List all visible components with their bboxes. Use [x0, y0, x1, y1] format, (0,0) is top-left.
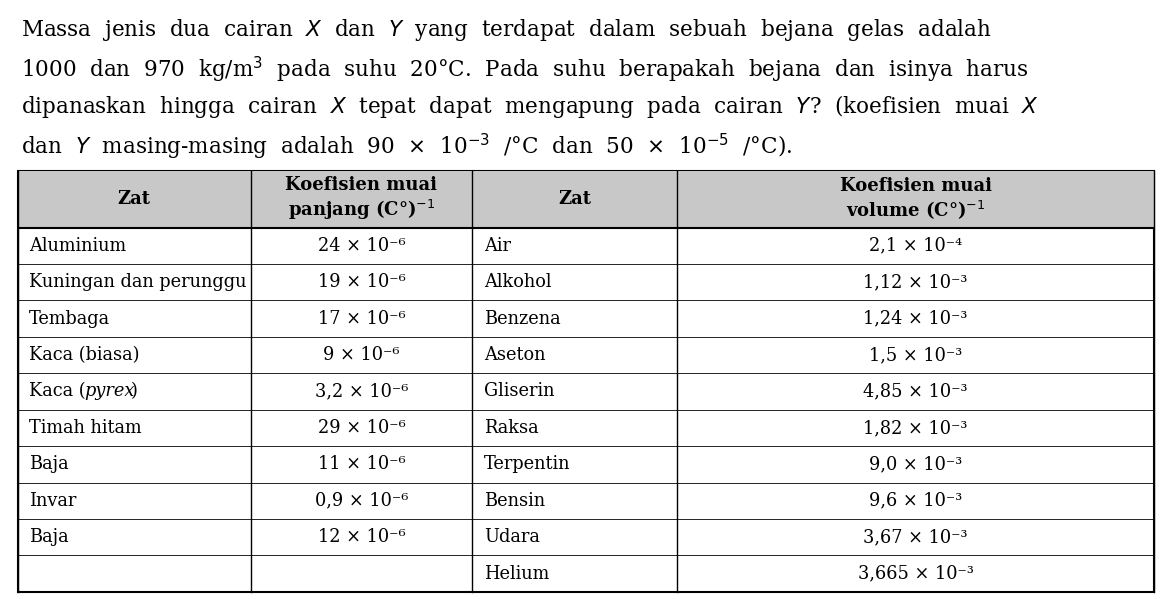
Text: 3,67 × 10⁻³: 3,67 × 10⁻³: [864, 528, 968, 546]
Text: Terpentin: Terpentin: [484, 455, 571, 473]
Text: 11 × 10⁻⁶: 11 × 10⁻⁶: [318, 455, 406, 473]
Text: Bensin: Bensin: [484, 492, 545, 510]
Text: 1000  dan  970  kg/m$^3$  pada  suhu  20°C.  Pada  suhu  berapakah  bejana  dan : 1000 dan 970 kg/m$^3$ pada suhu 20°C. Pa…: [21, 55, 1029, 85]
Text: 29 × 10⁻⁶: 29 × 10⁻⁶: [318, 419, 406, 437]
Text: 1,82 × 10⁻³: 1,82 × 10⁻³: [864, 419, 968, 437]
Text: 2,1 × 10⁻⁴: 2,1 × 10⁻⁴: [870, 237, 962, 255]
Text: Aseton: Aseton: [484, 346, 545, 364]
Text: Baja: Baja: [29, 528, 69, 546]
Text: 24 × 10⁻⁶: 24 × 10⁻⁶: [318, 237, 406, 255]
Bar: [18, 171, 251, 228]
Text: Invar: Invar: [29, 492, 76, 510]
Text: Kaca (biasa): Kaca (biasa): [29, 346, 139, 364]
Text: Raksa: Raksa: [484, 419, 538, 437]
Text: Helium: Helium: [484, 565, 548, 583]
Text: Udara: Udara: [484, 528, 539, 546]
Bar: [251, 171, 472, 228]
Text: Air: Air: [484, 237, 511, 255]
Text: Zat: Zat: [558, 190, 591, 208]
Text: pyrex: pyrex: [84, 383, 135, 401]
Text: Baja: Baja: [29, 455, 69, 473]
Text: 9,6 × 10⁻³: 9,6 × 10⁻³: [870, 492, 962, 510]
Text: Kaca (: Kaca (: [29, 383, 86, 401]
Text: 9 × 10⁻⁶: 9 × 10⁻⁶: [323, 346, 400, 364]
Text: 12 × 10⁻⁶: 12 × 10⁻⁶: [318, 528, 406, 546]
Text: 3,2 × 10⁻⁶: 3,2 × 10⁻⁶: [315, 383, 408, 401]
Text: Aluminium: Aluminium: [29, 237, 127, 255]
Text: Koefisien muai
panjang (C°)$^{-1}$: Koefisien muai panjang (C°)$^{-1}$: [286, 176, 437, 222]
Text: Kuningan dan perunggu: Kuningan dan perunggu: [29, 273, 246, 291]
Text: Gliserin: Gliserin: [484, 383, 554, 401]
Text: Koefisien muai
volume (C°)$^{-1}$: Koefisien muai volume (C°)$^{-1}$: [839, 177, 992, 222]
Text: 1,24 × 10⁻³: 1,24 × 10⁻³: [864, 310, 968, 328]
Text: 17 × 10⁻⁶: 17 × 10⁻⁶: [318, 310, 406, 328]
Text: Zat: Zat: [117, 190, 151, 208]
Text: 19 × 10⁻⁶: 19 × 10⁻⁶: [318, 273, 406, 291]
Text: Massa  jenis  dua  cairan  $X$  dan  $Y$  yang  terdapat  dalam  sebuah  bejana : Massa jenis dua cairan $X$ dan $Y$ yang …: [21, 17, 992, 43]
Text: 9,0 × 10⁻³: 9,0 × 10⁻³: [870, 455, 962, 473]
Bar: [677, 171, 1154, 228]
Text: dan  $Y$  masing-masing  adalah  90  $\times$  10$^{-3}$  /°C  dan  50  $\times$: dan $Y$ masing-masing adalah 90 $\times$…: [21, 132, 792, 162]
Text: 1,12 × 10⁻³: 1,12 × 10⁻³: [864, 273, 968, 291]
Text: 0,9 × 10⁻⁶: 0,9 × 10⁻⁶: [315, 492, 408, 510]
Text: Timah hitam: Timah hitam: [29, 419, 142, 437]
Text: Benzena: Benzena: [484, 310, 560, 328]
Text: dipanaskan  hingga  cairan  $X$  tepat  dapat  mengapung  pada  cairan  $Y$?  (k: dipanaskan hingga cairan $X$ tepat dapat…: [21, 93, 1040, 120]
Text: Tembaga: Tembaga: [29, 310, 110, 328]
Text: 4,85 × 10⁻³: 4,85 × 10⁻³: [864, 383, 968, 401]
Text: ): ): [130, 383, 137, 401]
Text: 3,665 × 10⁻³: 3,665 × 10⁻³: [858, 565, 974, 583]
Text: 1,5 × 10⁻³: 1,5 × 10⁻³: [870, 346, 962, 364]
Bar: [472, 171, 677, 228]
Text: Alkohol: Alkohol: [484, 273, 551, 291]
